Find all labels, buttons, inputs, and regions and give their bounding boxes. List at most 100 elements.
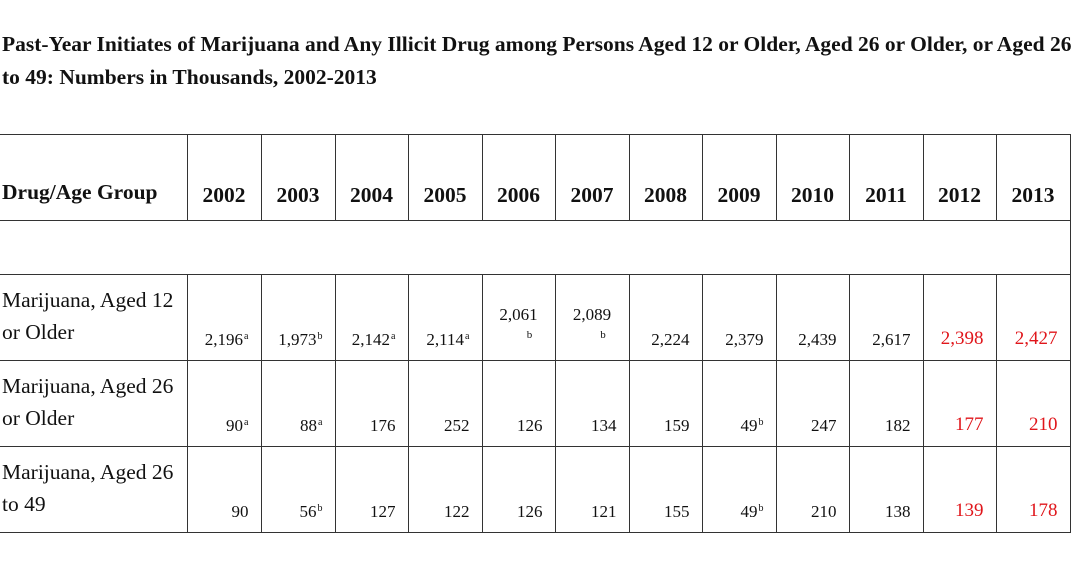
- footnote-flag: a: [244, 417, 249, 428]
- cell-value: 155: [664, 502, 690, 521]
- cell-value: 138: [885, 502, 911, 521]
- cell-value: 178: [1029, 500, 1058, 521]
- footnote-flag: b: [758, 417, 764, 428]
- column-header-2012: 2012: [922, 134, 997, 221]
- cell-value: 210: [1029, 414, 1058, 435]
- table-cell-2002: 90a: [186, 360, 262, 447]
- table-cell-2006: 2,061 b: [481, 274, 556, 361]
- table-cell-2002: 90: [186, 446, 262, 533]
- cell-value: 139: [955, 500, 984, 521]
- table-row: Marijuana, Aged 26 or Older 90a 88a 176 252 1…: [0, 360, 1071, 447]
- table-cell-2012: 139: [922, 446, 997, 533]
- column-header-2004: 2004: [334, 134, 409, 221]
- table-cell-2008: 2,224: [628, 274, 703, 361]
- column-header-2002: 2002: [186, 134, 262, 221]
- table-cell-2006: 126: [481, 446, 556, 533]
- table-cell-2009: 2,379: [701, 274, 777, 361]
- cell-value: 90: [231, 502, 249, 521]
- header-row: Drug/Age Group 2002 2003 2004 2005 2006 …: [0, 134, 1071, 221]
- table-cell-2010: 2,439: [775, 274, 850, 361]
- table-row: Marijuana, Aged 12 or Older 2,196a 1,973b 2…: [0, 274, 1071, 361]
- cell-value: 88: [300, 416, 318, 435]
- column-header-2005: 2005: [407, 134, 483, 221]
- cell-value: 127: [370, 502, 396, 521]
- table-row: Marijuana, Aged 26 to 49 90 56b 127 122 126 12…: [0, 446, 1071, 533]
- cell-value: 182: [885, 416, 911, 435]
- column-header-2010: 2010: [775, 134, 850, 221]
- table-cell-2012: 2,398: [922, 274, 997, 361]
- cell-value: 252: [444, 416, 470, 435]
- footnote-flag: a: [318, 417, 323, 428]
- table-cell-2007: 2,089 b: [554, 274, 630, 361]
- cell-value: 2,617: [872, 330, 911, 349]
- cell-value: 56: [299, 502, 317, 521]
- footnote-flag: a: [391, 331, 396, 342]
- column-header-2008: 2008: [628, 134, 703, 221]
- cell-value: 134: [591, 416, 617, 435]
- column-header-2011: 2011: [848, 134, 924, 221]
- table-cell-2005: 122: [407, 446, 483, 533]
- cell-value: 126: [517, 416, 543, 435]
- table-cell-2010: 247: [775, 360, 850, 447]
- table-cell-2011: 182: [848, 360, 924, 447]
- table-cell-2006: 126: [481, 360, 556, 447]
- table-cell-2005: 2,114a: [407, 274, 483, 361]
- cell-value: 49: [740, 502, 758, 521]
- table-cell-2003: 88a: [260, 360, 336, 447]
- footnote-flag: a: [244, 331, 249, 342]
- table-cell-2007: 134: [554, 360, 630, 447]
- table-cell-2003: 1,973b: [260, 274, 336, 361]
- cell-value: 2,427: [1014, 328, 1058, 349]
- cell-value: 126: [517, 502, 543, 521]
- column-header-drug-age-group: Drug/Age Group: [0, 134, 188, 221]
- table-cell-2007: 121: [554, 446, 630, 533]
- table-cell-2013: 178: [995, 446, 1071, 533]
- table-cell-2008: 155: [628, 446, 703, 533]
- cell-value: 2,398: [940, 328, 984, 349]
- table-cell-2003: 56b: [260, 446, 336, 533]
- table-cell-2013: 2,427: [995, 274, 1071, 361]
- cell-value: 90: [226, 416, 244, 435]
- data-table: Drug/Age Group 2002 2003 2004 2005 2006 …: [0, 134, 1071, 533]
- table-cell-2004: 176: [334, 360, 409, 447]
- table-cell-2004: 127: [334, 446, 409, 533]
- cell-value: 121: [591, 502, 617, 521]
- table-cell-2002: 2,196a: [186, 274, 262, 361]
- table-cell-2013: 210: [995, 360, 1071, 447]
- table-cell-2005: 252: [407, 360, 483, 447]
- cell-value: 247: [811, 416, 837, 435]
- cell-value: 176: [370, 416, 396, 435]
- cell-value: 2,142: [351, 330, 391, 349]
- page-title: Past-Year Initiates of Marijuana and Any…: [2, 32, 1072, 89]
- table-cell-2011: 138: [848, 446, 924, 533]
- footnote-flag: b: [758, 503, 764, 514]
- table-cell-2009: 49b: [701, 446, 777, 533]
- cell-value: 159: [664, 416, 690, 435]
- footnote-flag: a: [465, 331, 470, 342]
- cell-value: 2,379: [725, 330, 764, 349]
- cell-value: 2,114: [426, 330, 465, 349]
- cell-value: 2,061: [499, 305, 538, 324]
- cell-value: 2,439: [798, 330, 837, 349]
- table-cell-2004: 2,142a: [334, 274, 409, 361]
- row-label: Marijuana, Aged 26 to 49: [0, 446, 188, 533]
- cell-value: 1,973: [278, 330, 317, 349]
- empty-row: [0, 220, 1071, 275]
- table-cell-2010: 210: [775, 446, 850, 533]
- column-header-2006: 2006: [481, 134, 556, 221]
- column-header-2003: 2003: [260, 134, 336, 221]
- table-cell-2008: 159: [628, 360, 703, 447]
- cell-value: 210: [811, 502, 837, 521]
- cell-value: 2,224: [651, 330, 690, 349]
- cell-value: 49: [740, 416, 758, 435]
- row-label: Marijuana, Aged 26 or Older: [0, 360, 188, 447]
- cell-value: 2,196: [204, 330, 244, 349]
- table-cell-2011: 2,617: [848, 274, 924, 361]
- footnote-flag: b: [526, 329, 533, 341]
- footnote-flag: b: [600, 329, 606, 341]
- cell-value: 122: [444, 502, 470, 521]
- cell-value: 2,089: [572, 305, 612, 324]
- table-cell-2009: 49b: [701, 360, 777, 447]
- footnote-flag: b: [317, 503, 323, 514]
- column-header-2009: 2009: [701, 134, 777, 221]
